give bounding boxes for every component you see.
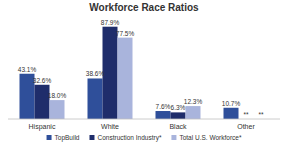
- bars: [20, 27, 239, 119]
- legend-swatch: [89, 135, 94, 140]
- data-label: 7.6%: [156, 103, 171, 110]
- data-label: **: [243, 111, 249, 118]
- data-label: 43.1%: [18, 66, 37, 73]
- data-labels: 43.1% 32.6% 18.0% 38.6% 87.9% 77.5% 7.6%6.3%12…: [18, 19, 264, 118]
- legend-label: Total U.S. Workforce*: [179, 134, 241, 141]
- data-label: 77.5%: [116, 30, 135, 37]
- legend-label: TopBuild: [55, 134, 80, 142]
- category-label: White: [101, 123, 119, 130]
- category-label: Hispanic: [29, 123, 56, 131]
- bar: [156, 111, 171, 119]
- data-label: 10.7%: [222, 100, 241, 107]
- bar: [224, 108, 239, 119]
- bar: [118, 38, 133, 119]
- legend: TopBuild Construction Industry* Total U.S.…: [47, 134, 242, 142]
- data-label: **: [258, 111, 264, 118]
- bar: [171, 112, 186, 119]
- chart: Workforce Race Ratios 43.1% 32.6% 18.0% 38.6…: [0, 0, 288, 143]
- title: Workforce Race Ratios: [89, 2, 199, 13]
- data-label: 18.0%: [48, 92, 67, 99]
- category-label: Black: [169, 123, 187, 130]
- data-label: 87.9%: [101, 19, 120, 26]
- bar: [50, 100, 65, 119]
- baseline: [8, 119, 280, 120]
- bar: [103, 27, 118, 119]
- data-label: 38.6%: [86, 70, 105, 77]
- bar: [35, 85, 50, 119]
- data-label: 32.6%: [33, 77, 52, 84]
- data-label: 12.3%: [184, 98, 203, 105]
- bar: [88, 78, 103, 119]
- category-label: Other: [237, 123, 255, 130]
- data-label: 6.3%: [171, 104, 186, 111]
- legend-swatch: [47, 135, 52, 140]
- legend-label: Construction Industry*: [97, 134, 161, 142]
- bar: [186, 106, 201, 119]
- legend-swatch: [171, 135, 176, 140]
